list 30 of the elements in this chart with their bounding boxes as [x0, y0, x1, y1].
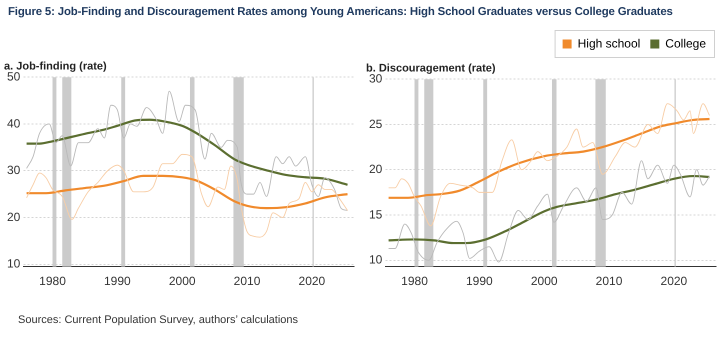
x-tick-label: 1980 [401, 274, 428, 288]
line-series [26, 154, 348, 238]
x-tick-label: 2010 [234, 274, 261, 288]
y-tick-label: 15 [368, 207, 383, 222]
source-note: Sources: Current Population Survey, authors’ calculations [18, 314, 298, 326]
x-tick-label: 1990 [466, 274, 494, 288]
y-tick-label: 10 [368, 252, 383, 267]
x-tick-label: 2020 [660, 274, 688, 288]
x-tick-label: 2000 [168, 274, 196, 288]
y-tick-label: 30 [6, 163, 21, 178]
line-series [387, 118, 711, 199]
line-series [388, 160, 710, 263]
y-tick-label: 40 [6, 116, 21, 130]
line-series [387, 174, 711, 244]
x-tick-label: 2020 [298, 274, 326, 288]
line-series [26, 90, 348, 211]
line-series [25, 174, 349, 210]
chart-title: Figure 5: Job-Finding and Discouragement Rates among Young Americans: High School Graduates versus College Graduates [8, 6, 673, 18]
y-tick-label: 20 [368, 162, 383, 176]
y-tick-label: 20 [6, 210, 21, 224]
legend-label: College [665, 36, 706, 50]
legend-label: High school [578, 36, 640, 50]
x-tick-label: 1990 [104, 274, 132, 288]
x-tick-label: 2000 [530, 274, 558, 288]
y-tick-label: 10 [6, 256, 21, 271]
line-series [25, 118, 349, 186]
line-series [388, 103, 710, 226]
x-tick-label: 2010 [596, 274, 623, 288]
y-tick-label: 25 [368, 116, 383, 131]
x-tick-label: 1980 [39, 274, 66, 288]
